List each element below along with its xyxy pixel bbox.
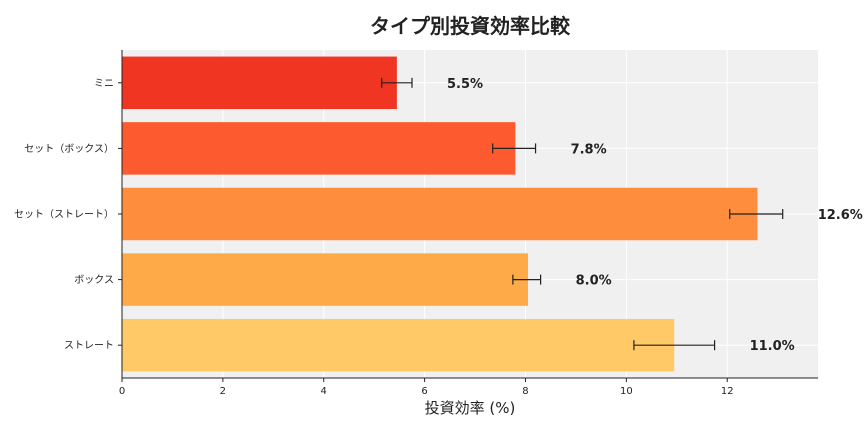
value-label: 11.0% bbox=[750, 339, 795, 354]
bar bbox=[122, 187, 758, 241]
value-labels: 5.5% 7.8% 12.6% 8.0% 11.0% bbox=[447, 77, 863, 354]
value-label: 5.5% bbox=[447, 77, 483, 92]
bar bbox=[122, 253, 528, 306]
x-axis-label: 投資効率 (%) bbox=[425, 399, 516, 417]
x-tick-label: 10 bbox=[620, 386, 633, 397]
bar bbox=[122, 122, 516, 175]
x-tick-label: 0 bbox=[119, 386, 125, 397]
category-label: ストレート bbox=[64, 341, 114, 352]
category-label: ボックス bbox=[74, 274, 114, 286]
x-tick-label: 2 bbox=[220, 386, 226, 397]
bar bbox=[122, 56, 397, 110]
value-label: 8.0% bbox=[576, 274, 612, 289]
value-label: 7.8% bbox=[571, 142, 607, 157]
bar bbox=[122, 318, 675, 372]
error-bars bbox=[381, 77, 784, 351]
category-label: セット（ボックス） bbox=[24, 143, 114, 155]
x-tick-label: 8 bbox=[522, 386, 528, 397]
category-label: セット（ストレート） bbox=[14, 209, 114, 221]
x-tick-label: 6 bbox=[421, 386, 427, 397]
chart-title: タイプ別投資効率比較 bbox=[370, 14, 571, 38]
x-tick-label: 4 bbox=[321, 386, 327, 397]
value-label: 12.6% bbox=[818, 208, 863, 223]
category-label: ミニ bbox=[94, 78, 114, 89]
x-tick-label: 12 bbox=[721, 386, 734, 397]
bars bbox=[122, 56, 758, 372]
x-tick-labels: 0 2 4 6 8 10 12 bbox=[119, 378, 734, 397]
